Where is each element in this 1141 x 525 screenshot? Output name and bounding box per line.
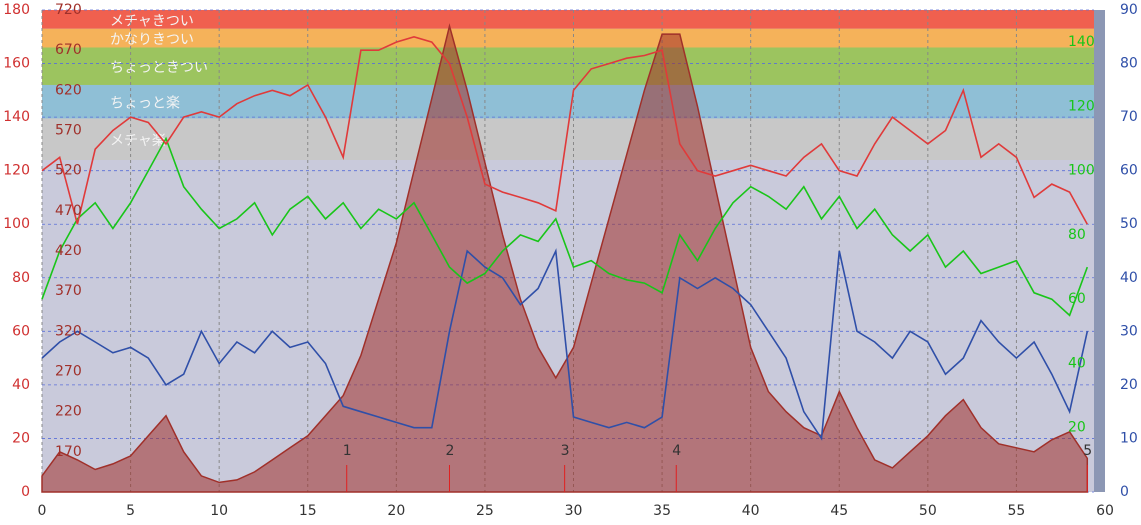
zone-label: かなりきつい — [110, 32, 194, 48]
y2-tick-label: 170 — [55, 444, 82, 460]
x-tick-label: 60 — [1096, 503, 1114, 519]
y2-tick-label: 270 — [55, 364, 82, 380]
y2-tick-label: 220 — [55, 404, 82, 420]
y-tick-label: 0 — [21, 484, 30, 500]
y4-tick-label: 20 — [1120, 377, 1138, 393]
y3-tick-label: 120 — [1068, 98, 1095, 114]
y-tick-label: 60 — [12, 323, 30, 339]
line — [41, 248, 1089, 441]
line — [41, 136, 1089, 317]
y4-tick-label: 0 — [1120, 484, 1129, 500]
x-tick-label: 25 — [476, 503, 494, 519]
lap-label: 5 — [1083, 443, 1092, 459]
zone-label: ちょっときつい — [110, 60, 208, 76]
zone-label: メチャ楽 — [110, 133, 166, 149]
y2-tick-label: 670 — [55, 42, 82, 58]
zone-label: ちょっと楽 — [110, 96, 180, 112]
zone-label: メチャきつい — [110, 13, 194, 29]
y4-tick-label: 60 — [1120, 163, 1138, 179]
y-tick-label: 20 — [12, 430, 30, 446]
zone-band — [42, 28, 1094, 48]
y-tick-label: 140 — [3, 109, 30, 125]
zone-band — [42, 47, 1094, 85]
y-tick-label: 180 — [3, 2, 30, 18]
area — [41, 23, 1089, 493]
x-tick-label: 55 — [1008, 503, 1026, 519]
y2-tick-label: 320 — [55, 323, 82, 339]
y-tick-label: 120 — [3, 163, 30, 179]
y2-tick-label: 420 — [55, 243, 82, 259]
y-tick-label: 40 — [12, 377, 30, 393]
x-tick-label: 40 — [742, 503, 760, 519]
x-tick-label: 15 — [299, 503, 317, 519]
x-tick-label: 5 — [126, 503, 135, 519]
y3-tick-label: 60 — [1068, 291, 1086, 307]
y4-tick-label: 50 — [1120, 216, 1138, 232]
y-tick-label: 100 — [3, 216, 30, 232]
lap-label: 2 — [445, 443, 454, 459]
x-tick-label: 45 — [830, 503, 848, 519]
y4-tick-label: 80 — [1120, 56, 1138, 72]
y2-tick-label: 520 — [55, 163, 82, 179]
y4-tick-label: 10 — [1120, 430, 1138, 446]
lap-label: 4 — [672, 443, 681, 459]
x-tick-label: 50 — [919, 503, 937, 519]
y3-tick-label: 100 — [1068, 163, 1095, 179]
zone-band — [42, 10, 1094, 29]
y3-tick-label: 40 — [1068, 355, 1086, 371]
y2-tick-label: 470 — [55, 203, 82, 219]
y3-tick-label: 80 — [1068, 227, 1086, 243]
x-tick-label: 20 — [387, 503, 405, 519]
y2-tick-label: 370 — [55, 283, 82, 299]
y2-tick-label: 720 — [55, 2, 82, 18]
line — [41, 35, 1089, 225]
x-tick-label: 30 — [565, 503, 583, 519]
x-tick-label: 35 — [653, 503, 671, 519]
lap-label: 1 — [343, 443, 352, 459]
y2-tick-label: 620 — [55, 82, 82, 98]
x-tick-label: 10 — [210, 503, 228, 519]
x-tick-label: 0 — [38, 503, 47, 519]
y-tick-label: 80 — [12, 270, 30, 286]
lap-label: 3 — [561, 443, 570, 459]
y4-tick-label: 90 — [1120, 2, 1138, 18]
y4-tick-label: 30 — [1120, 323, 1138, 339]
y-tick-label: 160 — [3, 56, 30, 72]
zone-band — [42, 84, 1094, 119]
y4-tick-label: 40 — [1120, 270, 1138, 286]
y3-tick-label: 20 — [1068, 420, 1086, 436]
y2-tick-label: 570 — [55, 123, 82, 139]
plot-edge — [1094, 10, 1105, 492]
y3-tick-label: 140 — [1068, 34, 1095, 50]
y4-tick-label: 70 — [1120, 109, 1138, 125]
